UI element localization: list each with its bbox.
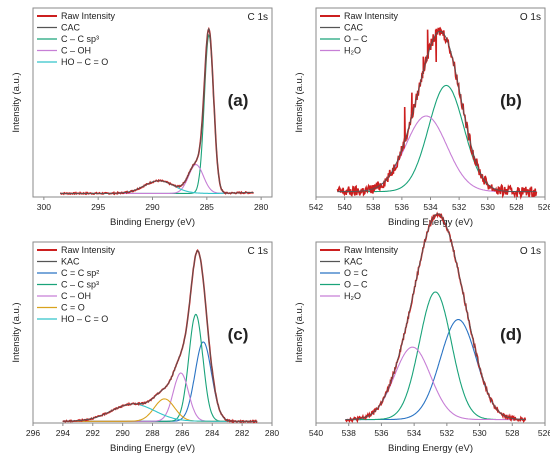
series-cac [337,30,537,193]
legend-entry: KAC [344,257,363,267]
x-tick-label: 530 [472,428,486,438]
y-axis-label: Intensity (a.u.) [294,302,305,362]
y-axis-label: Intensity (a.u.) [11,72,22,132]
x-tick-label: 534 [423,202,437,212]
series-o-c [345,291,526,421]
legend-entry: H₂O [344,46,361,56]
legend-entry: C – C sp³ [61,280,99,290]
panel-label: (b) [500,91,522,110]
x-tick-label: 290 [145,202,159,212]
core-level-label: C 1s [247,12,268,23]
series-ho-c-o [60,180,254,194]
x-tick-label: 532 [452,202,466,212]
series-raw-intensity [336,26,538,200]
legend-entry: O – C [344,280,368,290]
legend-entry: Raw Intensity [344,245,399,255]
legend-entry: HO – C = O [61,314,108,324]
x-tick-label: 294 [56,428,70,438]
x-tick-label: 526 [538,428,550,438]
x-tick-label: 296 [26,428,40,438]
y-axis-label: Intensity (a.u.) [11,302,22,362]
core-level-label: O 1s [520,246,541,257]
series-kac [345,213,526,420]
x-tick-label: 284 [205,428,219,438]
legend-entry: O = C [344,268,368,278]
series-c-oh [60,164,254,194]
series-o-c [345,319,526,421]
series-h-o [337,115,537,193]
x-tick-label: 542 [309,202,323,212]
x-tick-label: 285 [200,202,214,212]
x-tick-label: 526 [538,202,550,212]
series-kac [62,250,258,422]
legend-entry: C – OH [61,46,91,56]
panel-c: 296 294 292 290 288 286 284 282 280 Binding Energ… [11,241,279,454]
series-cac [60,27,254,194]
plot-frame [315,241,546,424]
panel-label: (a) [228,91,249,110]
x-tick-label: 532 [440,428,454,438]
x-tick-label: 540 [309,428,323,438]
legend-entry: HO – C = O [61,57,108,67]
core-level-label: C 1s [247,246,268,257]
legend-entry: H₂O [344,291,361,301]
legend-entry: Raw Intensity [61,11,116,21]
legend-entry: CAC [61,23,81,33]
x-tick-label: 528 [509,202,523,212]
legend-entry: CAC [344,23,364,33]
x-tick-label: 288 [145,428,159,438]
x-tick-label: 292 [86,428,100,438]
x-tick-label: 530 [481,202,495,212]
x-tick-label: 290 [116,428,130,438]
x-tick-label: 295 [91,202,105,212]
x-tick-label: 280 [265,428,279,438]
legend-entry: O – C [344,34,368,44]
x-tick-label: 540 [338,202,352,212]
legend-entry: C = O [61,303,85,313]
legend-entry: C = C sp² [61,268,99,278]
x-tick-label: 282 [235,428,249,438]
core-level-label: O 1s [520,12,541,23]
series-c-c-sp [62,341,258,422]
legend-entry: Raw Intensity [61,245,116,255]
series-c-oh [62,372,258,422]
x-tick-label: 538 [366,202,380,212]
x-tick-label: 286 [175,428,189,438]
x-tick-label: 528 [505,428,519,438]
x-axis-label: Binding Energy (eV) [110,443,195,454]
panel-a: 300 295 290 285 280 Binding Energy (eV) Intens… [11,7,273,228]
x-tick-label: 534 [407,428,421,438]
x-tick-label: 536 [374,428,388,438]
x-tick-label: 300 [37,202,51,212]
panel-d: 540 538 536 534 532 530 528 526 Binding Energy (… [294,211,550,454]
x-axis-label: Binding Energy (eV) [388,443,473,454]
x-axis-label: Binding Energy (eV) [110,217,195,228]
legend-entry: KAC [61,257,80,267]
legend-entry: C – C sp³ [61,34,99,44]
x-tick-label: 280 [254,202,268,212]
legend-entry: C – OH [61,291,91,301]
x-tick-label: 536 [395,202,409,212]
panel-label: (c) [228,325,249,344]
panel-label: (d) [500,325,522,344]
legend-entry: Raw Intensity [344,11,399,21]
y-axis-label: Intensity (a.u.) [294,72,305,132]
series-h-o [345,346,526,421]
x-tick-label: 538 [342,428,356,438]
